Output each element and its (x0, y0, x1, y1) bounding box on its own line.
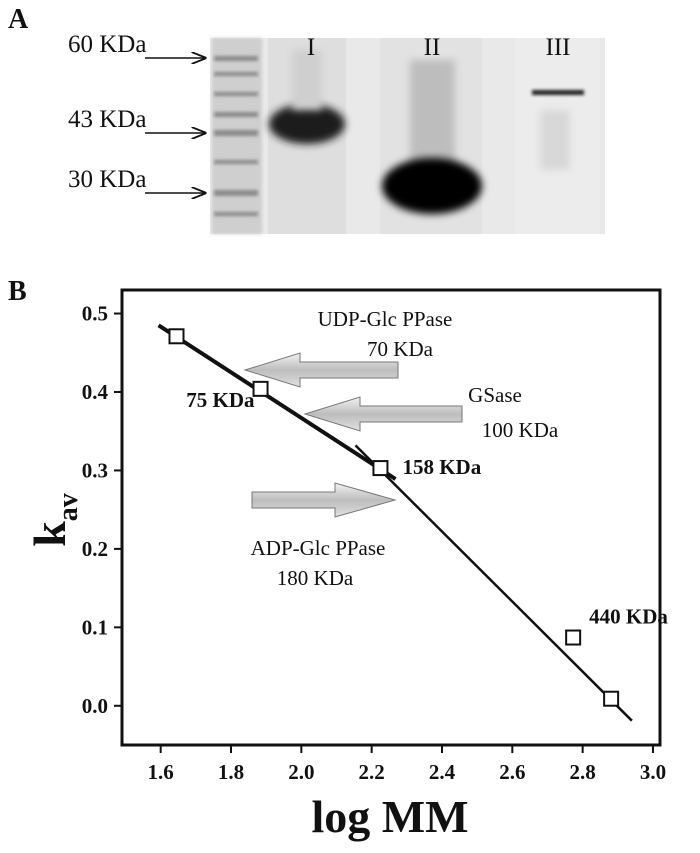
x-tick-label: 1.8 (218, 760, 244, 784)
data-point (565, 629, 582, 646)
marker-arrows (145, 58, 205, 193)
point-label: 158 KDa (402, 455, 481, 479)
x-tick-label: 2.6 (499, 760, 525, 784)
x-tick-label: 2.8 (570, 760, 596, 784)
data-point (372, 460, 389, 477)
y-axis-label-sub: av (53, 493, 84, 521)
fit-line (157, 323, 397, 481)
point-label: 440 KDa (589, 605, 668, 629)
annotation: ADP-Glc PPase (251, 536, 386, 560)
y-axis-label-main: k (24, 521, 75, 547)
data-point (603, 690, 620, 707)
y-tick-label: 0.4 (82, 380, 109, 404)
data-point (252, 380, 269, 397)
marker-label: 43 KDa (68, 106, 146, 133)
annotation: UDP-Glc PPase (318, 307, 453, 331)
x-axis-label: log MM (311, 791, 468, 842)
y-axis-label: kav (24, 493, 84, 547)
point-label: 75 KDa (186, 388, 255, 412)
plot-frame (120, 288, 662, 747)
panel-label: B (8, 276, 27, 307)
annotation-arrow (251, 482, 397, 518)
marker-label: 30 KDa (68, 166, 146, 193)
gel-image (210, 38, 605, 234)
annotation: 180 KDa (277, 566, 354, 590)
x-tick-label: 2.2 (359, 760, 385, 784)
lane-label: III (546, 34, 571, 61)
fit-line (354, 444, 633, 722)
y-tick-label: 0.1 (82, 615, 108, 639)
y-tick-label: 0.5 (82, 302, 108, 326)
x-tick-label: 2.4 (429, 760, 456, 784)
panel-label: A (8, 4, 29, 35)
annotation: GSase (468, 383, 522, 407)
marker-label: 60 KDa (68, 31, 146, 58)
y-tick-label: 0.2 (82, 537, 108, 561)
lane-label: II (424, 34, 441, 61)
annotation-arrow (303, 396, 463, 432)
annotation: 100 KDa (482, 418, 559, 442)
x-tick-label: 2.0 (288, 760, 314, 784)
x-tick-label: 1.6 (148, 760, 174, 784)
annotation: 70 KDa (367, 337, 434, 361)
lane-label: I (307, 34, 315, 61)
y-axis-label-group: kav (24, 493, 84, 547)
data-point (168, 328, 185, 345)
y-tick-label: 0.0 (82, 694, 108, 718)
annotation-arrow (243, 352, 399, 388)
y-tick-label: 0.3 (82, 458, 108, 482)
plot: 1.6 1.8 2.0 2.2 2.4 2.6 2.8 3.0 0.0 0.1 0.2 0.3 0.4 0… (82, 288, 668, 784)
x-tick-label: 3.0 (640, 760, 666, 784)
